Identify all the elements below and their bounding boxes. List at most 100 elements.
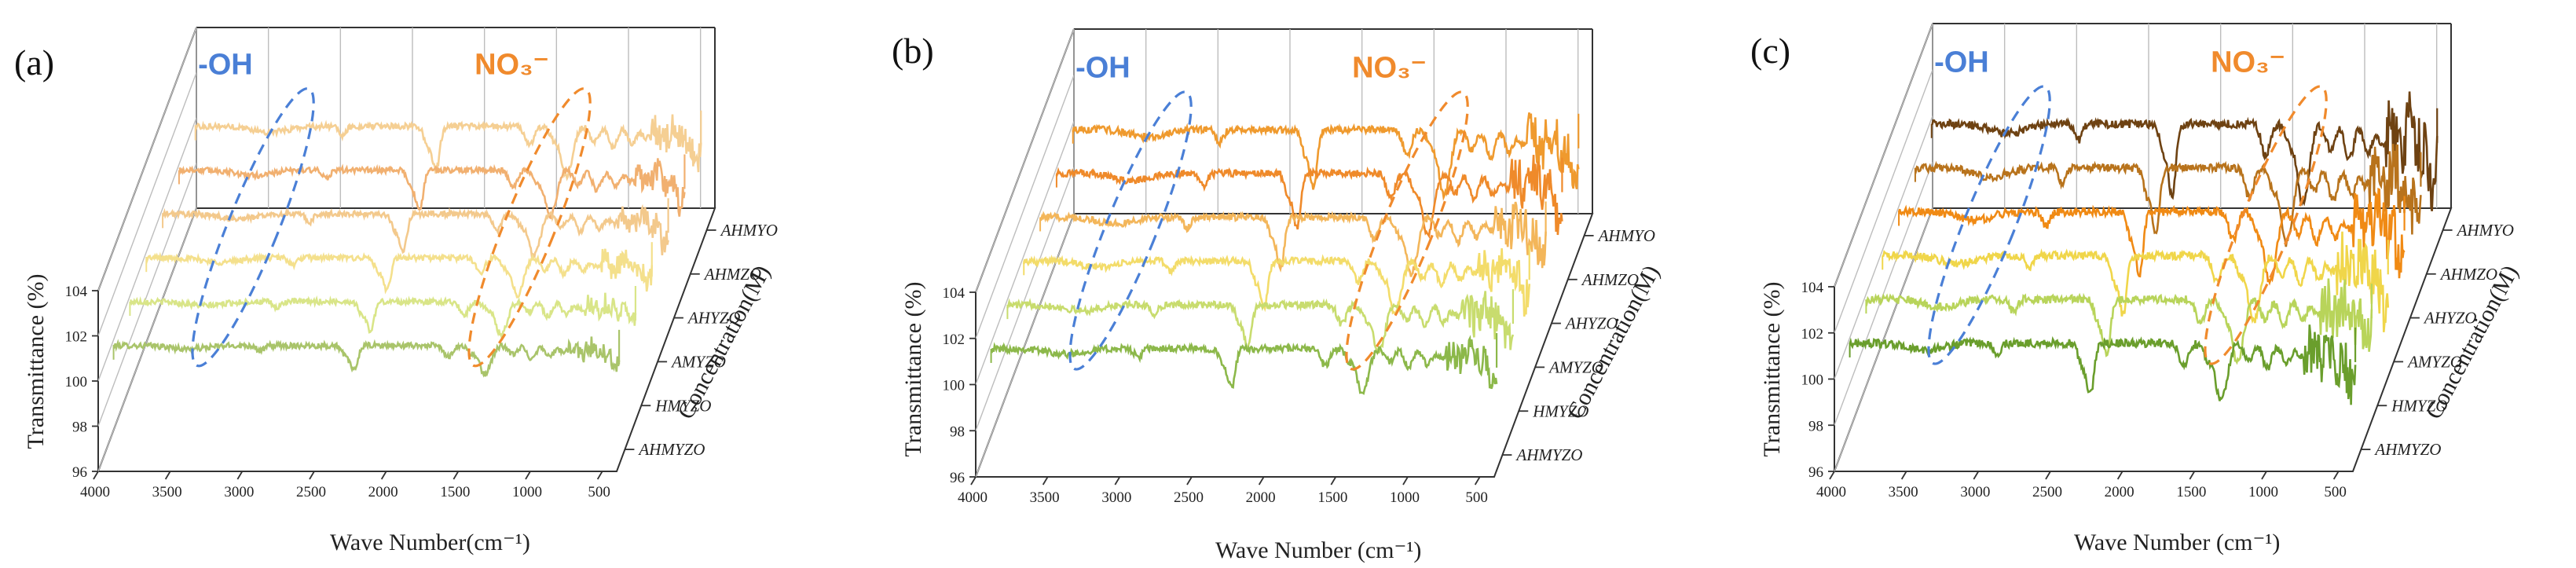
x-tick-mark bbox=[596, 471, 603, 480]
series-label-ahyzo: AHYZO bbox=[687, 309, 741, 328]
panel-b: 96 98 100 102 104 4000 3500 3000 2500 2000 1500 100… bbox=[892, 28, 1665, 563]
y-tick-label: 98 bbox=[72, 420, 87, 436]
x-tick-mark bbox=[525, 471, 531, 480]
x-tick-label: 2000 bbox=[368, 484, 398, 500]
x-tick-mark bbox=[93, 471, 99, 480]
x-tick-label: 3500 bbox=[1889, 484, 1918, 500]
panel-label: (a) bbox=[14, 42, 54, 82]
series-label-ahmyzo: AHMYZO bbox=[2373, 440, 2441, 459]
series-line-amyzo bbox=[1882, 231, 2390, 332]
x-tick-label: 500 bbox=[2324, 484, 2347, 500]
no3-annotation-label: NO₃⁻ bbox=[1352, 52, 1427, 85]
left-grid-line bbox=[1834, 23, 1933, 288]
x-tick-label: 500 bbox=[1465, 489, 1488, 506]
oh-annotation-label: -OH bbox=[1934, 46, 1989, 79]
oh-band-ellipse bbox=[1068, 90, 1193, 371]
left-grid-line bbox=[975, 75, 1075, 339]
x-tick-mark bbox=[1973, 471, 1980, 480]
x-tick-mark bbox=[1330, 476, 1337, 486]
series-line-ahmyzo bbox=[1849, 324, 2357, 405]
left-grid-line bbox=[97, 72, 197, 336]
x-tick-mark bbox=[309, 471, 315, 480]
series-line-ahmyo bbox=[1931, 91, 2439, 211]
no3-band-ellipse bbox=[1345, 90, 1469, 371]
no3-annotation-label: NO₃⁻ bbox=[475, 48, 549, 81]
series-label-ahyzo: AHYZO bbox=[1564, 314, 1618, 333]
x-tick-label: 1000 bbox=[1390, 489, 1420, 506]
series-line-ahmyo bbox=[1072, 112, 1580, 201]
x-tick-label: 3000 bbox=[224, 484, 254, 500]
left-grid-line bbox=[97, 117, 197, 382]
x-tick-label: 2000 bbox=[2105, 484, 2134, 500]
left-grid-line bbox=[1834, 207, 1933, 472]
x-axis-label: Wave Number (cm⁻¹) bbox=[1215, 537, 1421, 563]
left-grid-line bbox=[97, 163, 197, 427]
x-tick-mark bbox=[236, 471, 244, 480]
series-line-ahyzo bbox=[1897, 187, 2406, 286]
series-label-ahmyzo: AHMYZO bbox=[637, 440, 705, 459]
y-axis-label: Transmittance (%) bbox=[23, 273, 49, 449]
floor bbox=[98, 207, 716, 472]
series-label-amyzo: AMYZO bbox=[670, 352, 726, 371]
oh-band-ellipse bbox=[1927, 85, 2051, 365]
series-label-hmyzo: HMYZO bbox=[1532, 401, 1588, 420]
x-tick-label: 2500 bbox=[296, 484, 326, 500]
x-tick-label: 4000 bbox=[1816, 484, 1846, 500]
series-label-ahmzo: AHMZO bbox=[2439, 265, 2497, 284]
x-tick-mark bbox=[1474, 476, 1481, 486]
panel-a: 96 98 100 102 104 4000 3500 3000 2500 2000 1500 100… bbox=[14, 27, 778, 555]
x-tick-mark bbox=[1114, 476, 1121, 486]
x-tick-mark bbox=[2045, 471, 2051, 480]
no3-band-ellipse bbox=[467, 87, 592, 368]
x-tick-mark bbox=[380, 471, 387, 480]
series-label-hmyzo: HMYZO bbox=[2391, 396, 2447, 415]
y-tick-label: 96 bbox=[950, 470, 965, 486]
y-axis-label: Transmittance (%) bbox=[1759, 281, 1785, 456]
left-grid-line bbox=[975, 121, 1075, 385]
x-tick-mark bbox=[1900, 471, 1907, 480]
y-tick-label: 100 bbox=[943, 378, 966, 394]
oh-annotation-label: -OH bbox=[198, 48, 253, 81]
series-label-ahmyo: AHMYO bbox=[1597, 226, 1655, 245]
panel-label: (c) bbox=[1750, 31, 1790, 71]
left-grid-line bbox=[97, 207, 197, 472]
x-tick-mark bbox=[453, 471, 460, 480]
x-tick-label: 500 bbox=[588, 484, 610, 500]
series-label-ahmyo: AHMYO bbox=[2456, 221, 2514, 240]
floor bbox=[1834, 207, 2453, 472]
series-line-hmyzo bbox=[130, 292, 637, 340]
no3-band-ellipse bbox=[2204, 85, 2328, 365]
series-line-hmyzo bbox=[1006, 291, 1515, 356]
x-tick-mark bbox=[164, 471, 171, 480]
x-tick-label: 3500 bbox=[152, 484, 182, 500]
series-line-ahmzo bbox=[1055, 155, 1563, 239]
series-label-hmyzo: HMYZO bbox=[654, 396, 711, 415]
x-tick-label: 1500 bbox=[2176, 484, 2206, 500]
x-tick-label: 4000 bbox=[80, 484, 110, 500]
y-tick-label: 98 bbox=[1808, 418, 1823, 434]
x-tick-label: 4000 bbox=[958, 489, 988, 506]
panel-label: (b) bbox=[892, 31, 934, 71]
z-axis-label: Concentration(M) bbox=[2420, 261, 2523, 423]
z-axis-label: Concentration(M) bbox=[672, 261, 775, 423]
x-tick-mark bbox=[2261, 471, 2267, 480]
x-tick-label: 2500 bbox=[2032, 484, 2062, 500]
series-line-ahmyzo bbox=[112, 336, 621, 378]
left-grid-line bbox=[975, 28, 1075, 293]
x-tick-label: 3500 bbox=[1030, 489, 1060, 506]
y-tick-label: 104 bbox=[1801, 280, 1824, 296]
x-tick-label: 2500 bbox=[1174, 489, 1204, 506]
no3-annotation-label: NO₃⁻ bbox=[2211, 46, 2285, 79]
series-label-amyzo: AMYZO bbox=[2406, 352, 2462, 371]
left-grid-line bbox=[975, 167, 1075, 431]
oh-annotation-label: -OH bbox=[1075, 52, 1130, 85]
left-grid-line bbox=[1834, 69, 1933, 333]
x-axis-label: Wave Number (cm⁻¹) bbox=[2074, 530, 2280, 555]
series-label-ahmyzo: AHMYZO bbox=[1515, 445, 1582, 464]
y-tick-label: 98 bbox=[950, 423, 965, 440]
y-tick-label: 104 bbox=[65, 284, 88, 300]
y-tick-label: 104 bbox=[943, 285, 966, 302]
x-tick-mark bbox=[1829, 471, 1835, 480]
series-line-ahmzo bbox=[178, 158, 686, 220]
